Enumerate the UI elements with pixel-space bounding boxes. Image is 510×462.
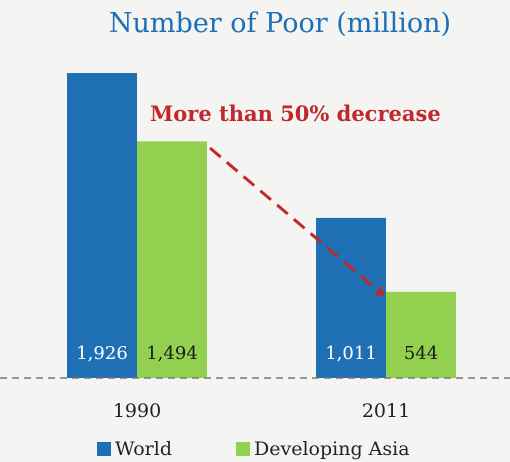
decrease-arrow [209, 146, 382, 294]
bar-developing-asia-2011 [386, 291, 456, 378]
bars-group [67, 73, 456, 378]
bar-world-2011 [316, 217, 386, 378]
legend-item-developing-asia: Developing Asia [236, 438, 410, 460]
bar-developing-asia-1990 [137, 141, 207, 378]
legend-swatch-world [97, 442, 111, 456]
decrease-annotation: More than 50% decrease [150, 101, 441, 126]
data-label-developing-asia-1990: 1,494 [146, 343, 198, 364]
data-label-developing-asia-2011: 544 [403, 343, 439, 364]
legend-label-world: World [115, 438, 172, 460]
bar-world-1990 [67, 73, 137, 378]
x-tick-label-1990: 1990 [112, 400, 162, 422]
chart-title: Number of Poor (million) [108, 8, 452, 39]
x-tick-label-2011: 2011 [361, 400, 411, 422]
legend-label-developing-asia: Developing Asia [254, 438, 410, 460]
data-label-world-2011: 1,011 [325, 343, 377, 364]
legend-swatch-developing-asia [236, 442, 250, 456]
legend-item-world: World [97, 438, 172, 460]
data-label-world-1990: 1,926 [76, 343, 128, 364]
legend: World Developing Asia [0, 438, 510, 462]
